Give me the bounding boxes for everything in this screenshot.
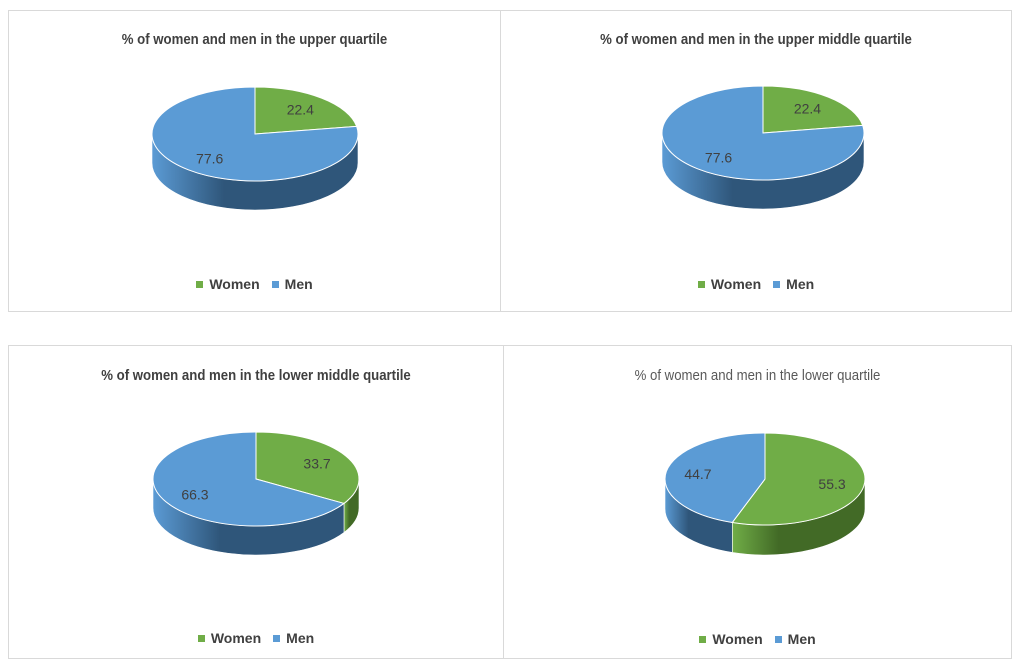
- legend-label-women: Women: [209, 276, 260, 292]
- legend-item-men: Men: [271, 276, 313, 292]
- chart-title: % of women and men in the lower quartile: [634, 367, 881, 384]
- data-label-men: 66.3: [181, 487, 208, 503]
- legend-swatch-women: [697, 280, 705, 288]
- pie-slice-women: [762, 85, 864, 134]
- pie-slice-men: [151, 86, 359, 182]
- chart-title: % of women and men in the upper middle q…: [600, 31, 912, 48]
- legend-swatch-women: [197, 634, 205, 642]
- pie-chart-svg: 55.3 44.7: [664, 432, 866, 556]
- legend: Women Men: [9, 630, 503, 646]
- legend-item-men: Men: [773, 276, 814, 292]
- legend-item-women: Women: [699, 631, 763, 647]
- legend-label-men: Men: [286, 630, 315, 646]
- data-label-women: 22.4: [794, 101, 821, 117]
- legend-item-women: Women: [697, 276, 762, 292]
- chart-panel-upper-middle-quartile: 22.4 77.6 % of women and men in the upper…: [500, 10, 1012, 312]
- pie-slice-women: [254, 86, 358, 135]
- data-label-men: 77.6: [196, 150, 223, 166]
- legend-swatch-men: [773, 280, 781, 288]
- legend-item-women: Women: [197, 630, 262, 646]
- chart-title: % of women and men in the lower middle q…: [101, 367, 411, 384]
- legend-swatch-women: [196, 280, 204, 288]
- legend: Women Men: [501, 276, 1011, 292]
- legend-item-men: Men: [273, 630, 314, 646]
- data-label-women: 22.4: [287, 102, 314, 118]
- data-label-men: 77.6: [705, 149, 732, 165]
- legend: Women Men: [504, 631, 1011, 647]
- legend-swatch-men: [774, 635, 782, 643]
- data-label-men: 44.7: [684, 466, 711, 482]
- chart-panel-lower-quartile: 55.3 44.7 % of women and men in the lower…: [503, 345, 1012, 659]
- data-label-women: 33.7: [303, 455, 330, 471]
- legend-item-men: Men: [774, 631, 816, 647]
- chart-panel-lower-middle-quartile: 33.7 66.3 % of women and men in the lower…: [8, 345, 504, 659]
- pie-slice-men: [661, 85, 865, 181]
- legend-label-women: Women: [710, 276, 762, 292]
- legend: Women Men: [9, 276, 500, 292]
- legend-item-women: Women: [196, 276, 260, 292]
- legend-swatch-men: [273, 634, 281, 642]
- chart-panel-upper-quartile: 22.4 77.6 % of women and men in the upper…: [8, 10, 501, 312]
- pie-slice-men: [664, 432, 766, 524]
- pie-chart-svg: 22.4 77.6: [661, 85, 865, 210]
- legend-label-women: Women: [712, 631, 763, 647]
- legend-label-women: Women: [210, 630, 262, 646]
- pie-chart-svg: 22.4 77.6: [151, 86, 359, 211]
- data-label-women: 55.3: [818, 476, 845, 492]
- legend-label-men: Men: [787, 631, 816, 647]
- pie-chart-svg: 33.7 66.3: [152, 431, 360, 556]
- pie-slice-women: [255, 431, 360, 504]
- legend-label-men: Men: [284, 276, 313, 292]
- chart-title: % of women and men in the upper quartile: [121, 31, 388, 48]
- legend-label-men: Men: [786, 276, 815, 292]
- legend-swatch-women: [699, 635, 707, 643]
- legend-swatch-men: [271, 280, 279, 288]
- pie-slice-men: [152, 431, 346, 527]
